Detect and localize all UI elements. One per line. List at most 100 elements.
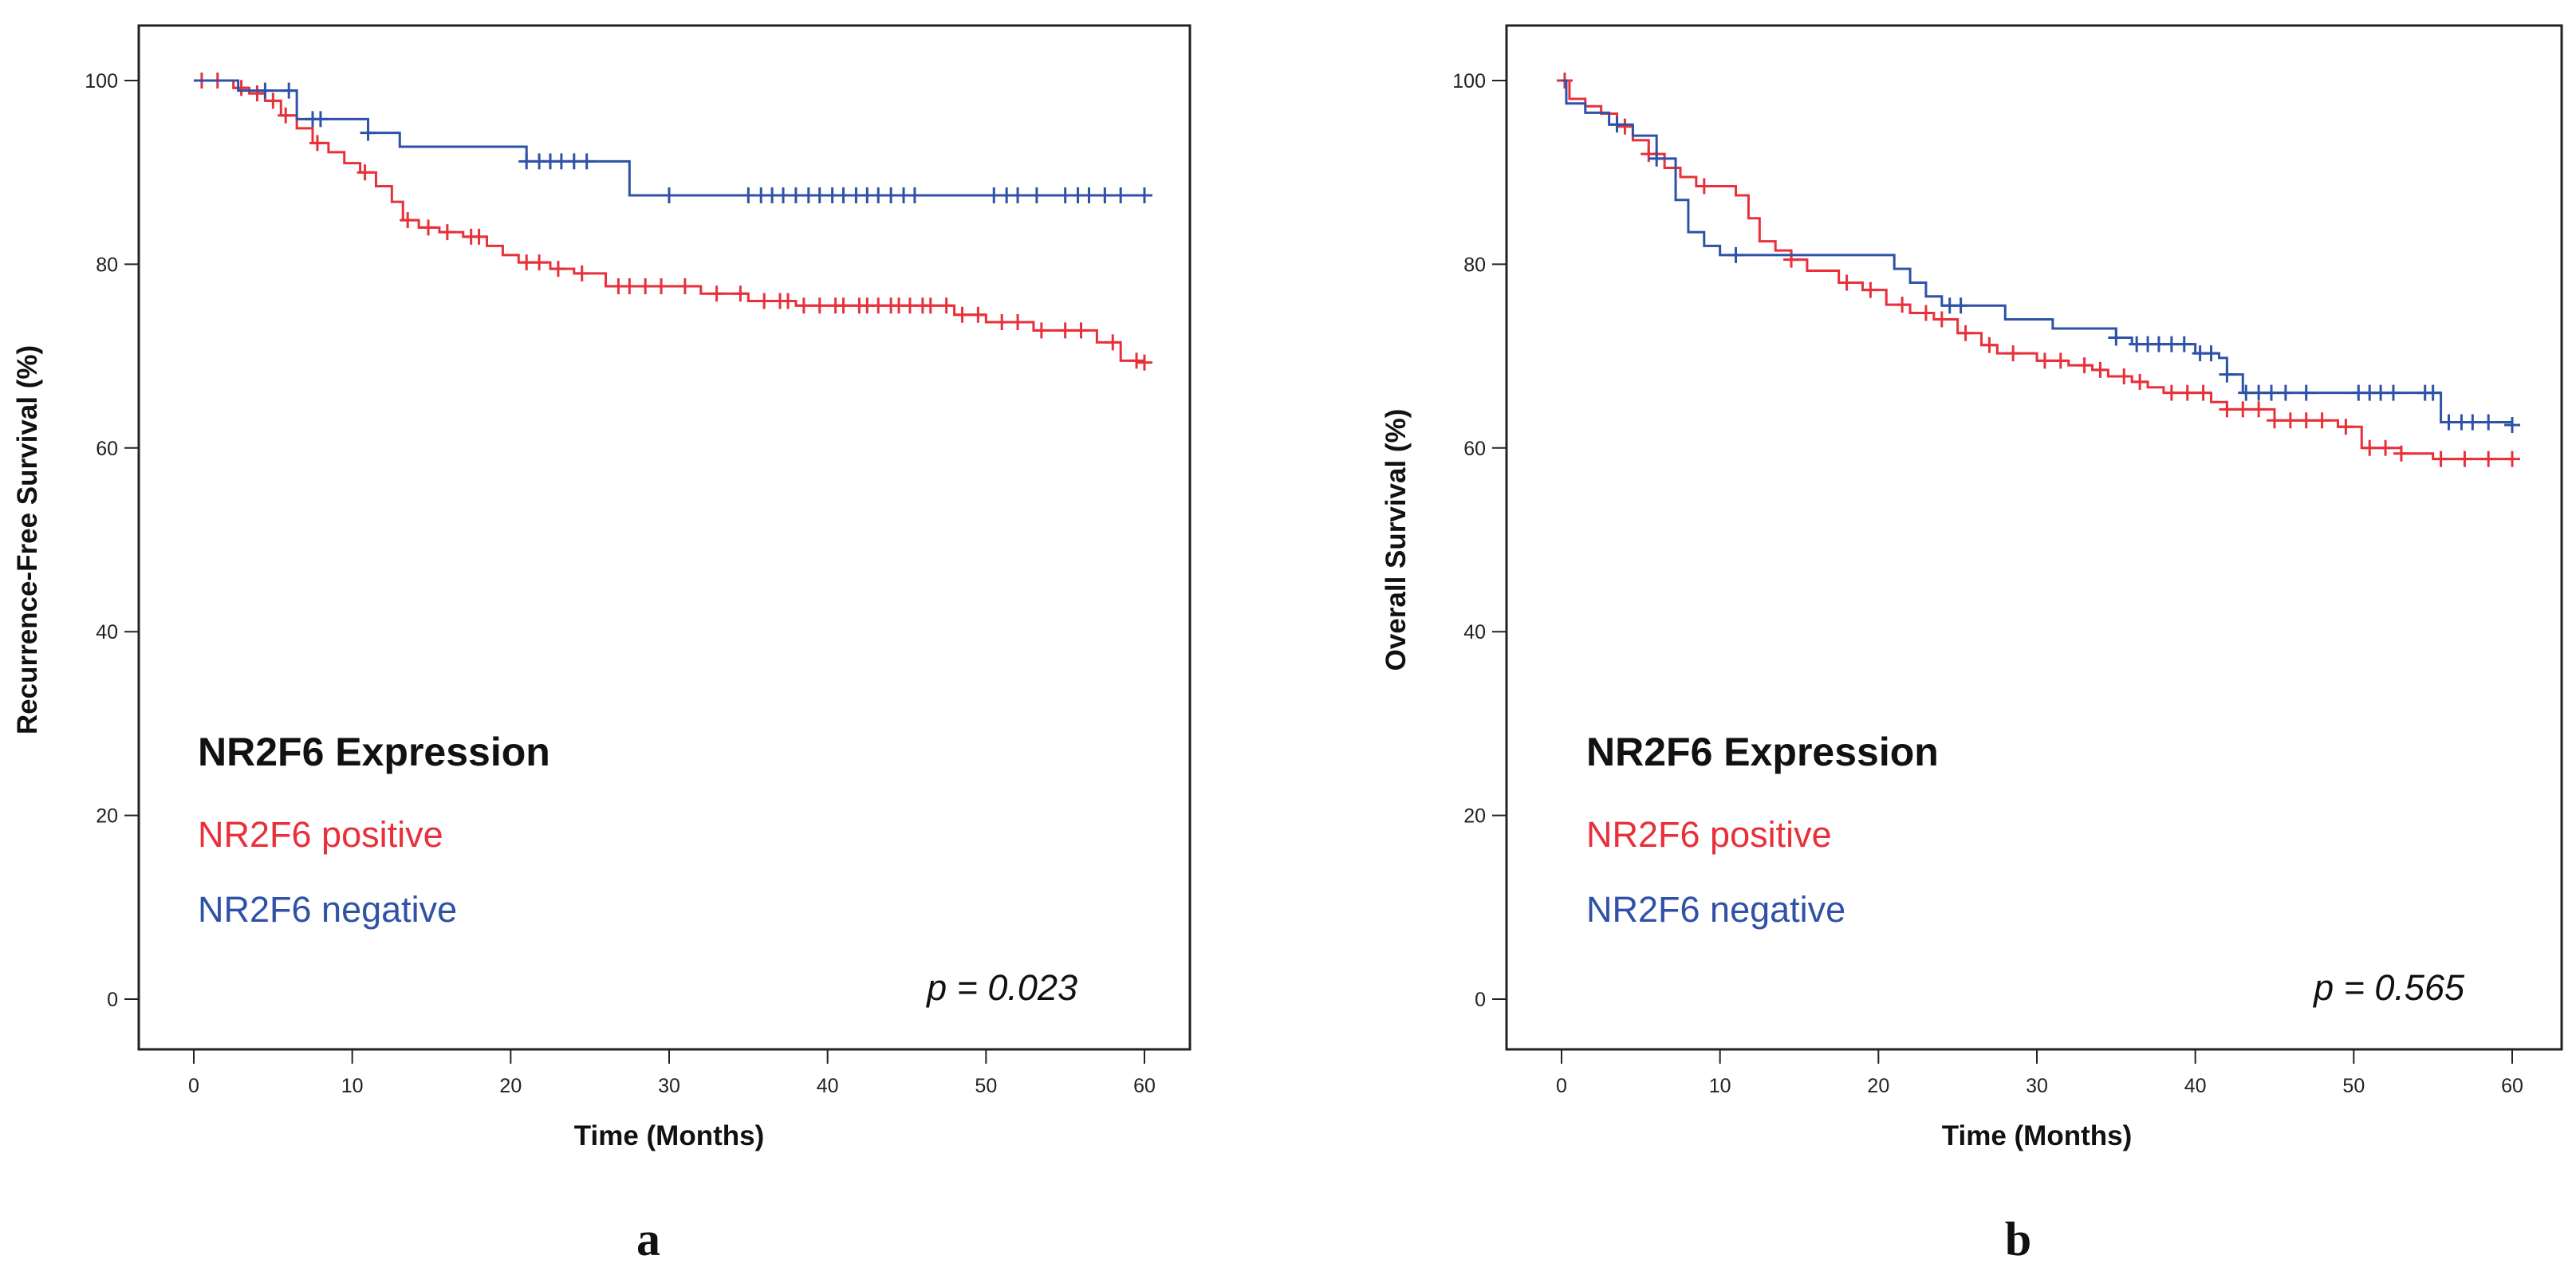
censor-mark [2179,384,2196,401]
censor-mark [1028,187,1045,203]
x-tick-label: 40 [817,1075,839,1097]
x-tick-label: 0 [1556,1075,1567,1097]
censor-mark [1010,187,1026,203]
censor-mark [2424,384,2441,401]
y-tick-label: 20 [1463,805,1486,828]
censor-mark [708,285,725,302]
censor-mark [1617,118,1633,135]
x-tick-label: 20 [1867,1075,1889,1097]
y-tick-label: 0 [107,989,118,1011]
x-tick-label: 30 [658,1075,680,1097]
censor-mark [994,313,1010,330]
censor-mark [2464,414,2481,431]
censor-mark [2195,384,2212,401]
y-tick-label: 80 [1463,254,1486,276]
censor-mark [1105,334,1121,351]
censor-mark [439,224,455,241]
censor-mark [835,297,852,314]
censor-mark [2385,384,2401,401]
y-tick-label: 100 [85,70,118,92]
series-line-negative [1562,79,2514,425]
censor-mark [1648,150,1665,167]
x-tick-label: 60 [2501,1075,2523,1097]
censor-mark [1097,187,1113,203]
censor-mark [573,265,590,281]
p-value-label: p = 0.565 [2312,967,2465,1008]
p-value-label: p = 0.023 [925,967,1077,1008]
censor-mark [2456,451,2473,467]
censor-mark [281,82,297,99]
censor-mark [1136,187,1152,203]
legend-entry-positive: NR2F6 positive [1586,814,1832,855]
y-axis-title: Recurrence-Free Survival (%) [12,345,43,734]
censor-mark [1057,322,1073,339]
x-tick-label: 20 [499,1075,522,1097]
x-tick-label: 60 [1133,1075,1156,1097]
censor-mark [2377,439,2394,456]
x-tick-label: 0 [188,1075,199,1097]
legend-entry-positive: NR2F6 positive [198,814,443,855]
y-axis-title: Overall Survival (%) [1381,409,1412,671]
legend-entry-negative: NR2F6 negative [198,889,457,930]
censor-mark [2108,329,2125,346]
censor-mark [471,228,487,245]
censor-mark [2504,451,2520,467]
censor-mark [400,212,416,229]
censor-mark [954,306,971,323]
censor-mark [2076,357,2093,374]
x-tick-label: 50 [2342,1075,2365,1097]
censor-mark [1113,187,1129,203]
censor-mark [2361,439,2378,456]
censor-mark [309,135,325,152]
censor-mark [2393,445,2409,462]
panel-label: b [2005,1213,2031,1265]
censor-mark [1862,281,1879,298]
censor-mark [1981,336,1998,353]
censor-mark [2298,384,2314,401]
censor-mark [2132,373,2149,390]
y-tick-label: 80 [96,254,118,276]
censor-mark [661,187,677,203]
censor-mark [549,261,566,277]
x-tick-label: 50 [975,1075,997,1097]
censor-mark [756,293,773,309]
censor-mark [1081,187,1097,203]
y-tick-label: 100 [1452,70,1486,92]
censor-mark [732,285,749,302]
censor-mark [2176,336,2192,352]
censor-mark [922,297,939,314]
censor-mark [2163,384,2180,401]
censor-mark [2052,352,2069,369]
censor-mark [233,80,250,96]
legend-title: NR2F6 Expression [1586,730,1939,774]
censor-mark [1696,178,1712,195]
x-axis-title: Time (Months) [1942,1120,2133,1151]
censor-mark [970,306,987,323]
censor-mark [780,293,796,309]
y-tick-label: 60 [96,438,118,460]
censor-mark [2235,401,2251,418]
censor-mark [2298,412,2314,429]
legend-title: NR2F6 Expression [198,730,550,774]
censor-mark [312,111,329,128]
legend-entry-negative: NR2F6 negative [1586,889,1845,930]
censor-mark [2036,352,2053,369]
censor-mark [1894,297,1911,313]
series-line-negative [194,79,1144,197]
censor-mark [2263,384,2280,401]
censor-mark [356,164,373,181]
censor-mark [2116,368,2133,384]
censor-mark [2203,345,2220,362]
censor-mark [637,278,654,295]
censor-mark [653,278,670,295]
x-axis-title: Time (Months) [574,1120,765,1151]
x-tick-label: 30 [2026,1075,2048,1097]
censor-mark [1917,305,1934,321]
censor-mark [1952,297,1969,314]
censor-mark [2005,345,2022,362]
y-tick-label: 40 [96,621,118,643]
censor-mark [1727,246,1744,263]
censor-mark [1838,274,1855,291]
y-tick-label: 60 [1463,438,1486,460]
censor-mark [2219,366,2235,383]
